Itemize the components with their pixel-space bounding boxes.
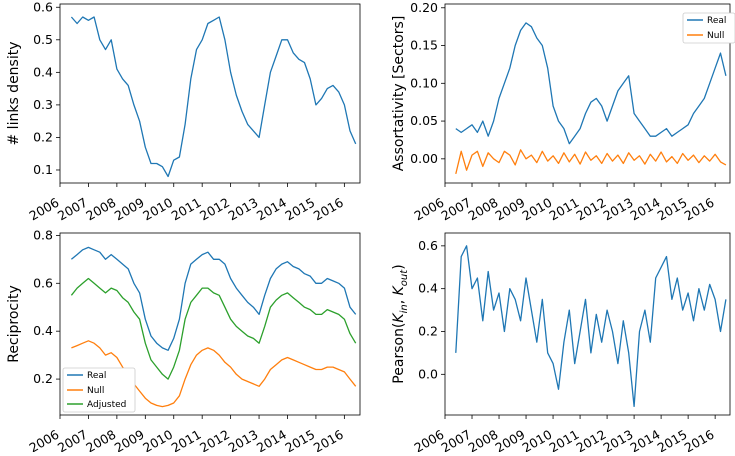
series-line-adjusted	[70, 277, 357, 380]
chart-panel-1: 0.10.20.30.40.50.62006200720082009201020…	[6, 0, 361, 224]
y-tick-label: 0.20	[410, 0, 438, 15]
x-tick-label: 2008	[83, 427, 118, 452]
legend: Real Null Adjusted	[62, 367, 136, 413]
legend-label: Null	[707, 31, 724, 41]
x-tick-label: 2016	[311, 427, 346, 452]
legend: Real Null	[682, 12, 735, 44]
plot-frame	[444, 3, 731, 184]
y-tick-label: 0.4	[33, 323, 53, 338]
x-tick-label: 2014	[254, 427, 289, 452]
y-tick-label: 0.2	[33, 371, 53, 386]
x-tick-label: 2011	[169, 427, 204, 452]
y-axis-label: Pearson(Kin, Kout)	[391, 264, 410, 383]
y-tick-label: 0.15	[410, 38, 438, 53]
y-tick-label: 0.2	[33, 129, 53, 144]
x-tick-label: 2015	[282, 427, 317, 452]
x-tick-label: 2007	[55, 427, 90, 452]
y-tick-label: 0.1	[33, 162, 53, 177]
plot-frame	[59, 232, 361, 416]
legend-box	[62, 367, 136, 413]
x-tick-label: 2016	[682, 427, 717, 452]
ylabel-var: K	[391, 284, 407, 295]
chart-panel-2: 0.000.050.100.150.2020062007200820092010…	[391, 0, 735, 224]
x-tick-label: 2016	[682, 195, 717, 224]
y-tick-label: 0.8	[33, 227, 53, 242]
series-line-main	[70, 16, 357, 178]
series-line-null	[455, 149, 727, 175]
y-tick-label: 0.05	[410, 113, 438, 128]
y-tick-label: 0.2	[418, 323, 438, 338]
y-tick-label: 0.00	[410, 151, 438, 166]
series-line-main	[455, 245, 727, 408]
x-tick-label: 2006	[26, 427, 61, 452]
x-tick-label: 2016	[311, 195, 346, 224]
ylabel-text: ,	[391, 295, 407, 304]
legend-label: Real	[707, 16, 726, 26]
chart-panel-4: 0.00.20.40.62006200720082009201020112012…	[391, 232, 731, 456]
ylabel-subscript: in	[399, 304, 410, 313]
y-tick-label: 0.4	[33, 64, 53, 79]
y-tick-label: 0.5	[33, 32, 53, 47]
y-tick-label: 0.4	[418, 281, 438, 296]
chart-panel-3: 0.2 0.4 0.6 0.8 2006200720082009201020112012…	[6, 227, 361, 456]
ylabel-text: )	[391, 264, 407, 269]
y-tick-label: 0.0	[418, 366, 438, 381]
ylabel-text: Pearson(	[391, 323, 407, 384]
x-tick-label: 2012	[197, 427, 232, 452]
series-line-null	[71, 340, 357, 408]
y-tick-label: 0.6	[33, 0, 53, 14]
x-tick-label: 2009	[112, 427, 147, 452]
y-axis-label: Assortativity [Sectors]	[391, 16, 407, 172]
x-tick-label: 2013	[226, 427, 261, 452]
y-tick-label: 0.3	[33, 97, 53, 112]
ylabel-var: K	[391, 312, 407, 323]
series-line-real	[455, 22, 727, 145]
ylabel-subscript: out	[399, 269, 410, 286]
x-tick-label: 2010	[140, 427, 175, 452]
y-tick-label: 0.10	[410, 75, 438, 90]
plot-frame	[59, 3, 361, 184]
legend-label: Null	[87, 386, 104, 396]
y-axis-label: # links density	[6, 41, 22, 145]
plot-frame	[444, 232, 731, 416]
legend-label: Adjusted	[87, 400, 126, 410]
series-line-real	[70, 246, 357, 351]
y-tick-label: 0.6	[33, 275, 53, 290]
legend-label: Real	[87, 371, 106, 381]
y-axis-label: Reciprocity	[6, 285, 22, 363]
y-tick-label: 0.6	[418, 238, 438, 253]
